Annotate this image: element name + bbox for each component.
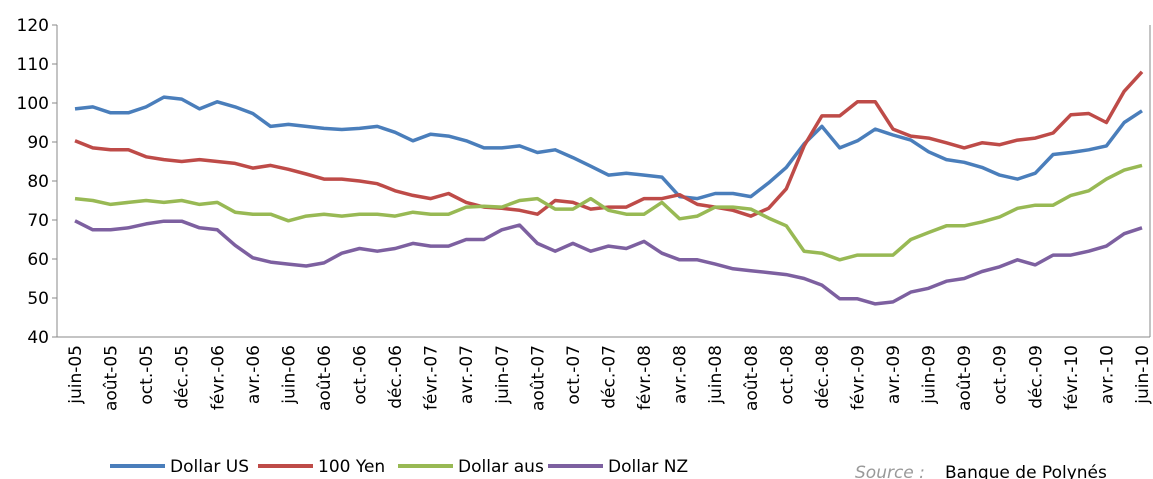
line-series bbox=[74, 70, 1144, 218]
x-tick-label: févr.-08 bbox=[635, 345, 655, 410]
x-tick-label: oct.-08 bbox=[777, 345, 797, 405]
source-label: Source : bbox=[855, 463, 925, 479]
x-tick-label: oct.-09 bbox=[991, 345, 1011, 405]
x-tick-label: févr.-06 bbox=[208, 345, 228, 410]
y-tick-label: 50 bbox=[27, 289, 49, 309]
x-tick-label: juin-08 bbox=[706, 345, 726, 405]
x-tick-label: juin-09 bbox=[920, 345, 940, 405]
y-tick-label: 40 bbox=[27, 328, 49, 348]
legend-label: Dollar US bbox=[170, 457, 249, 477]
x-tick-label: déc.-05 bbox=[173, 345, 193, 409]
y-tick-label: 80 bbox=[27, 172, 49, 192]
x-tick-label: févr.-07 bbox=[422, 345, 442, 410]
y-tick-label: 110 bbox=[17, 55, 49, 75]
line-series bbox=[74, 219, 1143, 306]
legend-label: 100 Yen bbox=[318, 457, 385, 477]
legend-label: Dollar aus bbox=[458, 457, 544, 477]
x-tick-label: avr.-06 bbox=[244, 345, 264, 404]
x-tick-label: oct.-05 bbox=[137, 345, 157, 405]
x-tick-label: févr.-10 bbox=[1062, 345, 1082, 410]
x-tick-label: août-08 bbox=[742, 345, 762, 411]
line-series bbox=[74, 95, 1143, 201]
x-tick-label: août-07 bbox=[528, 345, 548, 411]
x-tick-label: août-09 bbox=[955, 345, 975, 411]
y-tick-label: 120 bbox=[17, 16, 49, 36]
x-tick-label: juin-05 bbox=[66, 345, 86, 405]
x-tick-label: août-06 bbox=[315, 345, 335, 411]
x-tick-label: déc.-06 bbox=[386, 345, 406, 409]
x-tick-label: déc.-07 bbox=[600, 345, 620, 409]
x-tick-label: avr.-07 bbox=[457, 345, 477, 404]
x-tick-label: oct.-07 bbox=[564, 345, 584, 405]
y-tick-label: 100 bbox=[17, 94, 49, 114]
y-tick-label: 90 bbox=[27, 133, 49, 153]
x-tick-label: avr.-08 bbox=[671, 345, 691, 404]
x-tick-label: août-05 bbox=[102, 345, 122, 411]
x-tick-label: déc.-08 bbox=[813, 345, 833, 409]
x-tick-label: juin-07 bbox=[493, 345, 513, 405]
y-tick-label: 70 bbox=[27, 211, 49, 231]
x-tick-label: oct.-06 bbox=[351, 345, 371, 405]
x-tick-label: févr.-09 bbox=[848, 345, 868, 410]
x-tick-label: juin-10 bbox=[1133, 345, 1153, 405]
x-tick-label: avr.-10 bbox=[1097, 345, 1117, 404]
y-tick-label: 60 bbox=[27, 250, 49, 270]
x-tick-label: déc.-09 bbox=[1026, 345, 1046, 409]
legend-label: Dollar NZ bbox=[608, 457, 688, 477]
x-tick-label: juin-06 bbox=[279, 345, 299, 405]
source-text: Banque de Polynés bbox=[945, 463, 1107, 479]
line-series bbox=[74, 163, 1143, 262]
x-tick-label: avr.-09 bbox=[884, 345, 904, 404]
